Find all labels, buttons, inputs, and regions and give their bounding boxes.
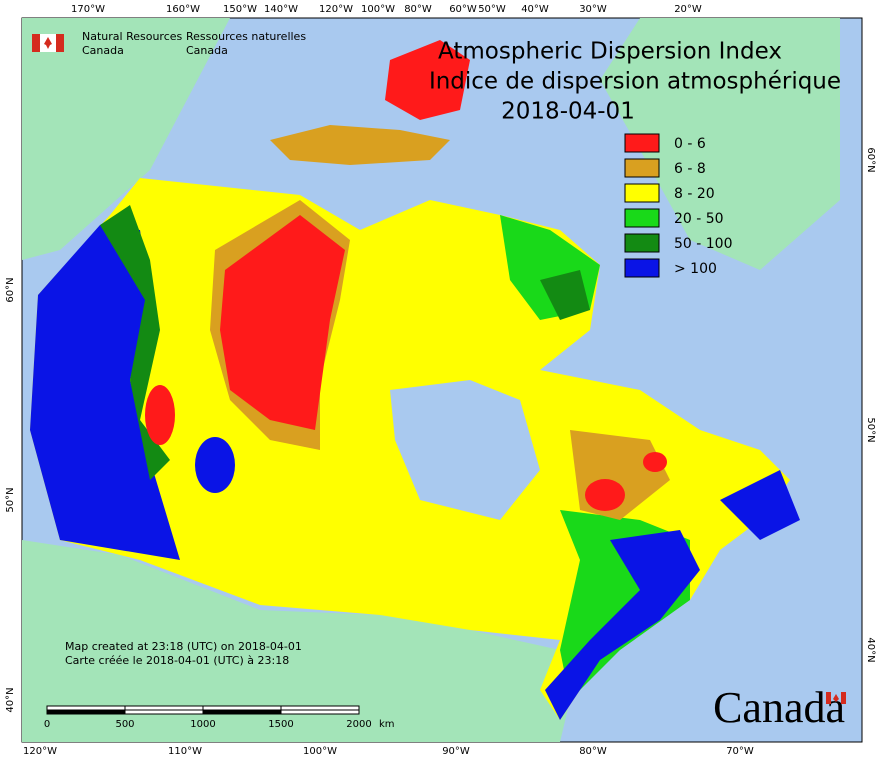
maritime-blue xyxy=(720,470,800,540)
top-lon-label: 120°W xyxy=(319,4,353,15)
maple-leaf xyxy=(44,37,52,49)
left-lat-label: 50°N xyxy=(5,487,16,512)
bottom-lon-label: 80°W xyxy=(579,746,607,757)
greenland xyxy=(600,18,840,270)
wordmark-flag xyxy=(826,692,846,704)
maple-leaf xyxy=(833,694,839,702)
top-lon-label: 40°W xyxy=(521,4,549,15)
top-lon-label: 160°W xyxy=(166,4,200,15)
scale-label: 0 xyxy=(44,719,50,730)
scale-label: 500 xyxy=(115,719,134,730)
legend-label: 0 - 6 xyxy=(674,136,706,152)
legend-swatch xyxy=(624,133,660,153)
created-en: Map created at 23:18 (UTC) on 2018-04-01 xyxy=(65,640,302,653)
title-en: Atmospheric Dispersion Index xyxy=(438,39,782,65)
scale-label: 1000 xyxy=(190,719,215,730)
top-lon-label: 150°W xyxy=(223,4,257,15)
top-lon-label: 170°W xyxy=(71,4,105,15)
top-lon-label: 140°W xyxy=(264,4,298,15)
bc-blue xyxy=(195,437,235,493)
bottom-lon-label: 70°W xyxy=(726,746,754,757)
agency-signature: Natural Resources Canada Ressources natu… xyxy=(32,30,306,57)
map-frame xyxy=(21,17,863,743)
agency-fr: Canada xyxy=(186,44,228,57)
top-lon-label: 100°W xyxy=(361,4,395,15)
usa xyxy=(22,540,570,742)
arctic-islands xyxy=(270,125,450,165)
flag-bar xyxy=(32,34,40,52)
west-blue xyxy=(30,225,180,560)
scale-segment xyxy=(280,709,360,715)
legend-label: 50 - 100 xyxy=(674,236,733,252)
legend: 0 - 6 6 - 8 8 - 20 20 - 50 50 - 100 > 100 xyxy=(624,133,733,278)
east-blue xyxy=(545,530,700,720)
legend-label: 20 - 50 xyxy=(674,211,724,227)
top-lon-label: 30°W xyxy=(579,4,607,15)
scale-segment xyxy=(46,705,126,711)
bottom-lon-label: 100°W xyxy=(303,746,337,757)
legend-label: 6 - 8 xyxy=(674,161,706,177)
left-lat-label: 60°N xyxy=(5,277,16,302)
scale-bar: 0 500 1000 1500 2000 km xyxy=(44,705,395,730)
scale-segment xyxy=(280,705,360,711)
scale-segment xyxy=(46,709,126,715)
flag-bar xyxy=(826,692,831,704)
right-lat-label: 50°N xyxy=(865,417,876,442)
labrador-darkgreen xyxy=(540,270,590,320)
title-date: 2018-04-01 xyxy=(501,99,635,125)
hudson-bay xyxy=(390,380,540,520)
created-fr: Carte créée le 2018-04-01 (UTC) à 23:18 xyxy=(65,654,289,667)
legend-swatch xyxy=(624,233,660,253)
agency-fr: Ressources naturelles xyxy=(186,30,306,43)
quebec-red-2 xyxy=(643,452,667,472)
bottom-lon-label: 120°W xyxy=(23,746,57,757)
scale-segment xyxy=(124,709,204,715)
legend-label: 8 - 20 xyxy=(674,186,715,202)
alaska xyxy=(22,18,230,260)
legend-swatch xyxy=(624,158,660,178)
right-lat-label: 40°N xyxy=(865,637,876,662)
title-fr: Indice de dispersion atmosphérique xyxy=(429,69,841,95)
flag-bar xyxy=(841,692,846,704)
legend-label: > 100 xyxy=(674,261,717,277)
legend-swatch xyxy=(624,183,660,203)
west-darkgreen xyxy=(100,205,170,480)
graticule-labels: 170°W 160°W 150°W 140°W 120°W 100°W 80°W 60°W 50… xyxy=(5,4,876,757)
top-lon-label: 50°W xyxy=(478,4,506,15)
north-red xyxy=(220,215,345,430)
scale-segment xyxy=(124,705,204,711)
ellesmere-red xyxy=(385,40,470,120)
bc-red xyxy=(145,385,175,445)
agency-en: Canada xyxy=(82,44,124,57)
flag-bar xyxy=(56,34,64,52)
scale-label: 1500 xyxy=(268,719,293,730)
top-lon-label: 20°W xyxy=(674,4,702,15)
scale-segment xyxy=(202,705,282,711)
agency-en: Natural Resources xyxy=(82,30,183,43)
scale-unit: km xyxy=(379,719,395,730)
bottom-lon-label: 110°W xyxy=(168,746,202,757)
legend-swatch xyxy=(624,208,660,228)
right-lat-label: 60°N xyxy=(865,147,876,172)
left-lat-label: 40°N xyxy=(5,687,16,712)
scale-label: 2000 xyxy=(346,719,371,730)
wordmark: Canada xyxy=(713,683,845,732)
top-lon-label: 60°W xyxy=(449,4,477,15)
legend-swatch xyxy=(624,258,660,278)
top-lon-label: 80°W xyxy=(404,4,432,15)
scale-segment xyxy=(202,709,282,715)
bottom-lon-label: 90°W xyxy=(442,746,470,757)
quebec-red xyxy=(585,479,625,511)
